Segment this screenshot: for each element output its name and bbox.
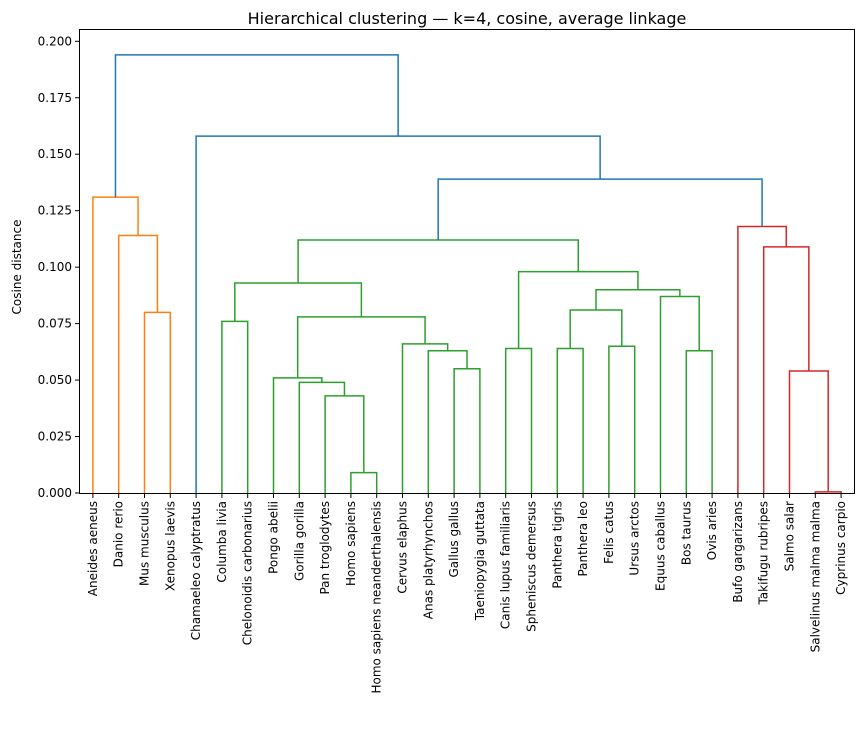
y-tick-label: 0.025 xyxy=(38,430,72,444)
leaf-label: Salvelinus malma malma xyxy=(808,501,822,652)
leaf-label: Cervus elaphus xyxy=(396,501,410,594)
leaf-label: Danio rerio xyxy=(112,501,126,567)
dendrogram-link xyxy=(296,316,426,378)
leaf-label: Homo sapiens neanderthalensis xyxy=(370,501,384,694)
y-tick-label: 0.200 xyxy=(38,34,72,48)
dendrogram-link xyxy=(427,349,468,493)
dendrogram-link xyxy=(401,343,449,493)
y-tick-label: 0.125 xyxy=(38,204,72,218)
y-tick-label: 0.075 xyxy=(38,317,72,331)
leaf-label: Bos taurus xyxy=(679,501,693,565)
dendrogram-link xyxy=(195,135,601,493)
dendrogram-link xyxy=(234,282,363,322)
x-axis-leaf-labels: Aneides aeneus Danio rerio Mus musculus Xen… xyxy=(86,493,848,694)
dendrogram-link xyxy=(569,309,623,349)
dendrogram-link xyxy=(788,370,829,493)
y-axis-label: Cosine distance xyxy=(10,220,24,315)
leaf-label: Columba livia xyxy=(215,501,229,583)
dendrogram-link xyxy=(272,377,323,493)
dendrogram-link xyxy=(556,347,584,493)
dendrogram-link xyxy=(685,349,713,493)
dendrogram-link xyxy=(350,471,378,493)
dendrogram-links xyxy=(92,54,842,493)
leaf-label: Aneides aeneus xyxy=(86,501,100,596)
y-tick-label: 0.000 xyxy=(38,486,72,500)
leaf-label: Mus musculus xyxy=(138,501,152,586)
dendrogram-link xyxy=(114,54,399,198)
leaf-label: Spheniscus demersus xyxy=(525,501,539,632)
y-axis-ticks: 0.000 0.025 0.050 0.075 0.100 0.125 0.150 0.175… xyxy=(38,34,80,500)
leaf-label: Gorilla gorilla xyxy=(292,501,306,581)
chart-title: Hierarchical clustering — k=4, cosine, a… xyxy=(248,9,687,28)
dendrogram-link xyxy=(117,234,159,493)
dendrogram-link xyxy=(437,178,763,241)
dendrogram-link xyxy=(504,347,533,493)
y-tick-label: 0.100 xyxy=(38,260,72,274)
leaf-label: Canis lupus familiaris xyxy=(499,501,513,629)
dendrogram-link xyxy=(737,225,788,493)
leaf-label: Pan troglodytes xyxy=(318,501,332,595)
leaf-label: Chamaeleo calyptratus xyxy=(189,501,203,640)
leaf-label: Ovis aries xyxy=(705,501,719,560)
leaf-label: Cyprinus carpio xyxy=(834,501,848,595)
leaf-label: Equus caballus xyxy=(654,501,668,591)
y-tick-label: 0.150 xyxy=(38,147,72,161)
dendrogram-link xyxy=(762,246,810,493)
leaf-label: Takifugu rubripes xyxy=(757,501,771,606)
leaf-label: Felis catus xyxy=(602,501,616,564)
leaf-label: Bufo gargarizans xyxy=(731,501,745,603)
y-tick-label: 0.050 xyxy=(38,373,72,387)
dendrogram-link xyxy=(298,381,346,493)
leaf-label: Panthera leo xyxy=(576,501,590,577)
leaf-label: Salmo salar xyxy=(783,501,797,571)
dendrogram-link xyxy=(453,368,481,493)
leaf-label: Taeniopygia guttata xyxy=(473,501,487,621)
dendrogram-link xyxy=(659,295,700,493)
leaf-label: Panthera tigris xyxy=(550,501,564,589)
dendrogram-link xyxy=(92,196,139,493)
leaf-label: Gallus gallus xyxy=(447,501,461,578)
dendrogram-link xyxy=(297,239,580,283)
leaf-label: Anas platyrhynchos xyxy=(421,501,435,619)
dendrogram-link xyxy=(143,311,172,493)
leaf-label: Ursus arctos xyxy=(628,501,642,576)
y-tick-label: 0.175 xyxy=(38,91,72,105)
dendrogram-link xyxy=(814,491,842,493)
leaf-label: Chelonoidis carbonarius xyxy=(241,501,255,645)
leaf-label: Xenopus laevis xyxy=(163,501,177,591)
dendrogram-link xyxy=(221,320,249,493)
leaf-label: Pongo abelii xyxy=(267,501,281,574)
dendrogram-link xyxy=(595,288,681,311)
plot-frame xyxy=(79,29,855,494)
dendrogram-link xyxy=(608,345,636,493)
dendrogram-link xyxy=(324,395,365,493)
leaf-label: Homo sapiens xyxy=(344,501,358,586)
